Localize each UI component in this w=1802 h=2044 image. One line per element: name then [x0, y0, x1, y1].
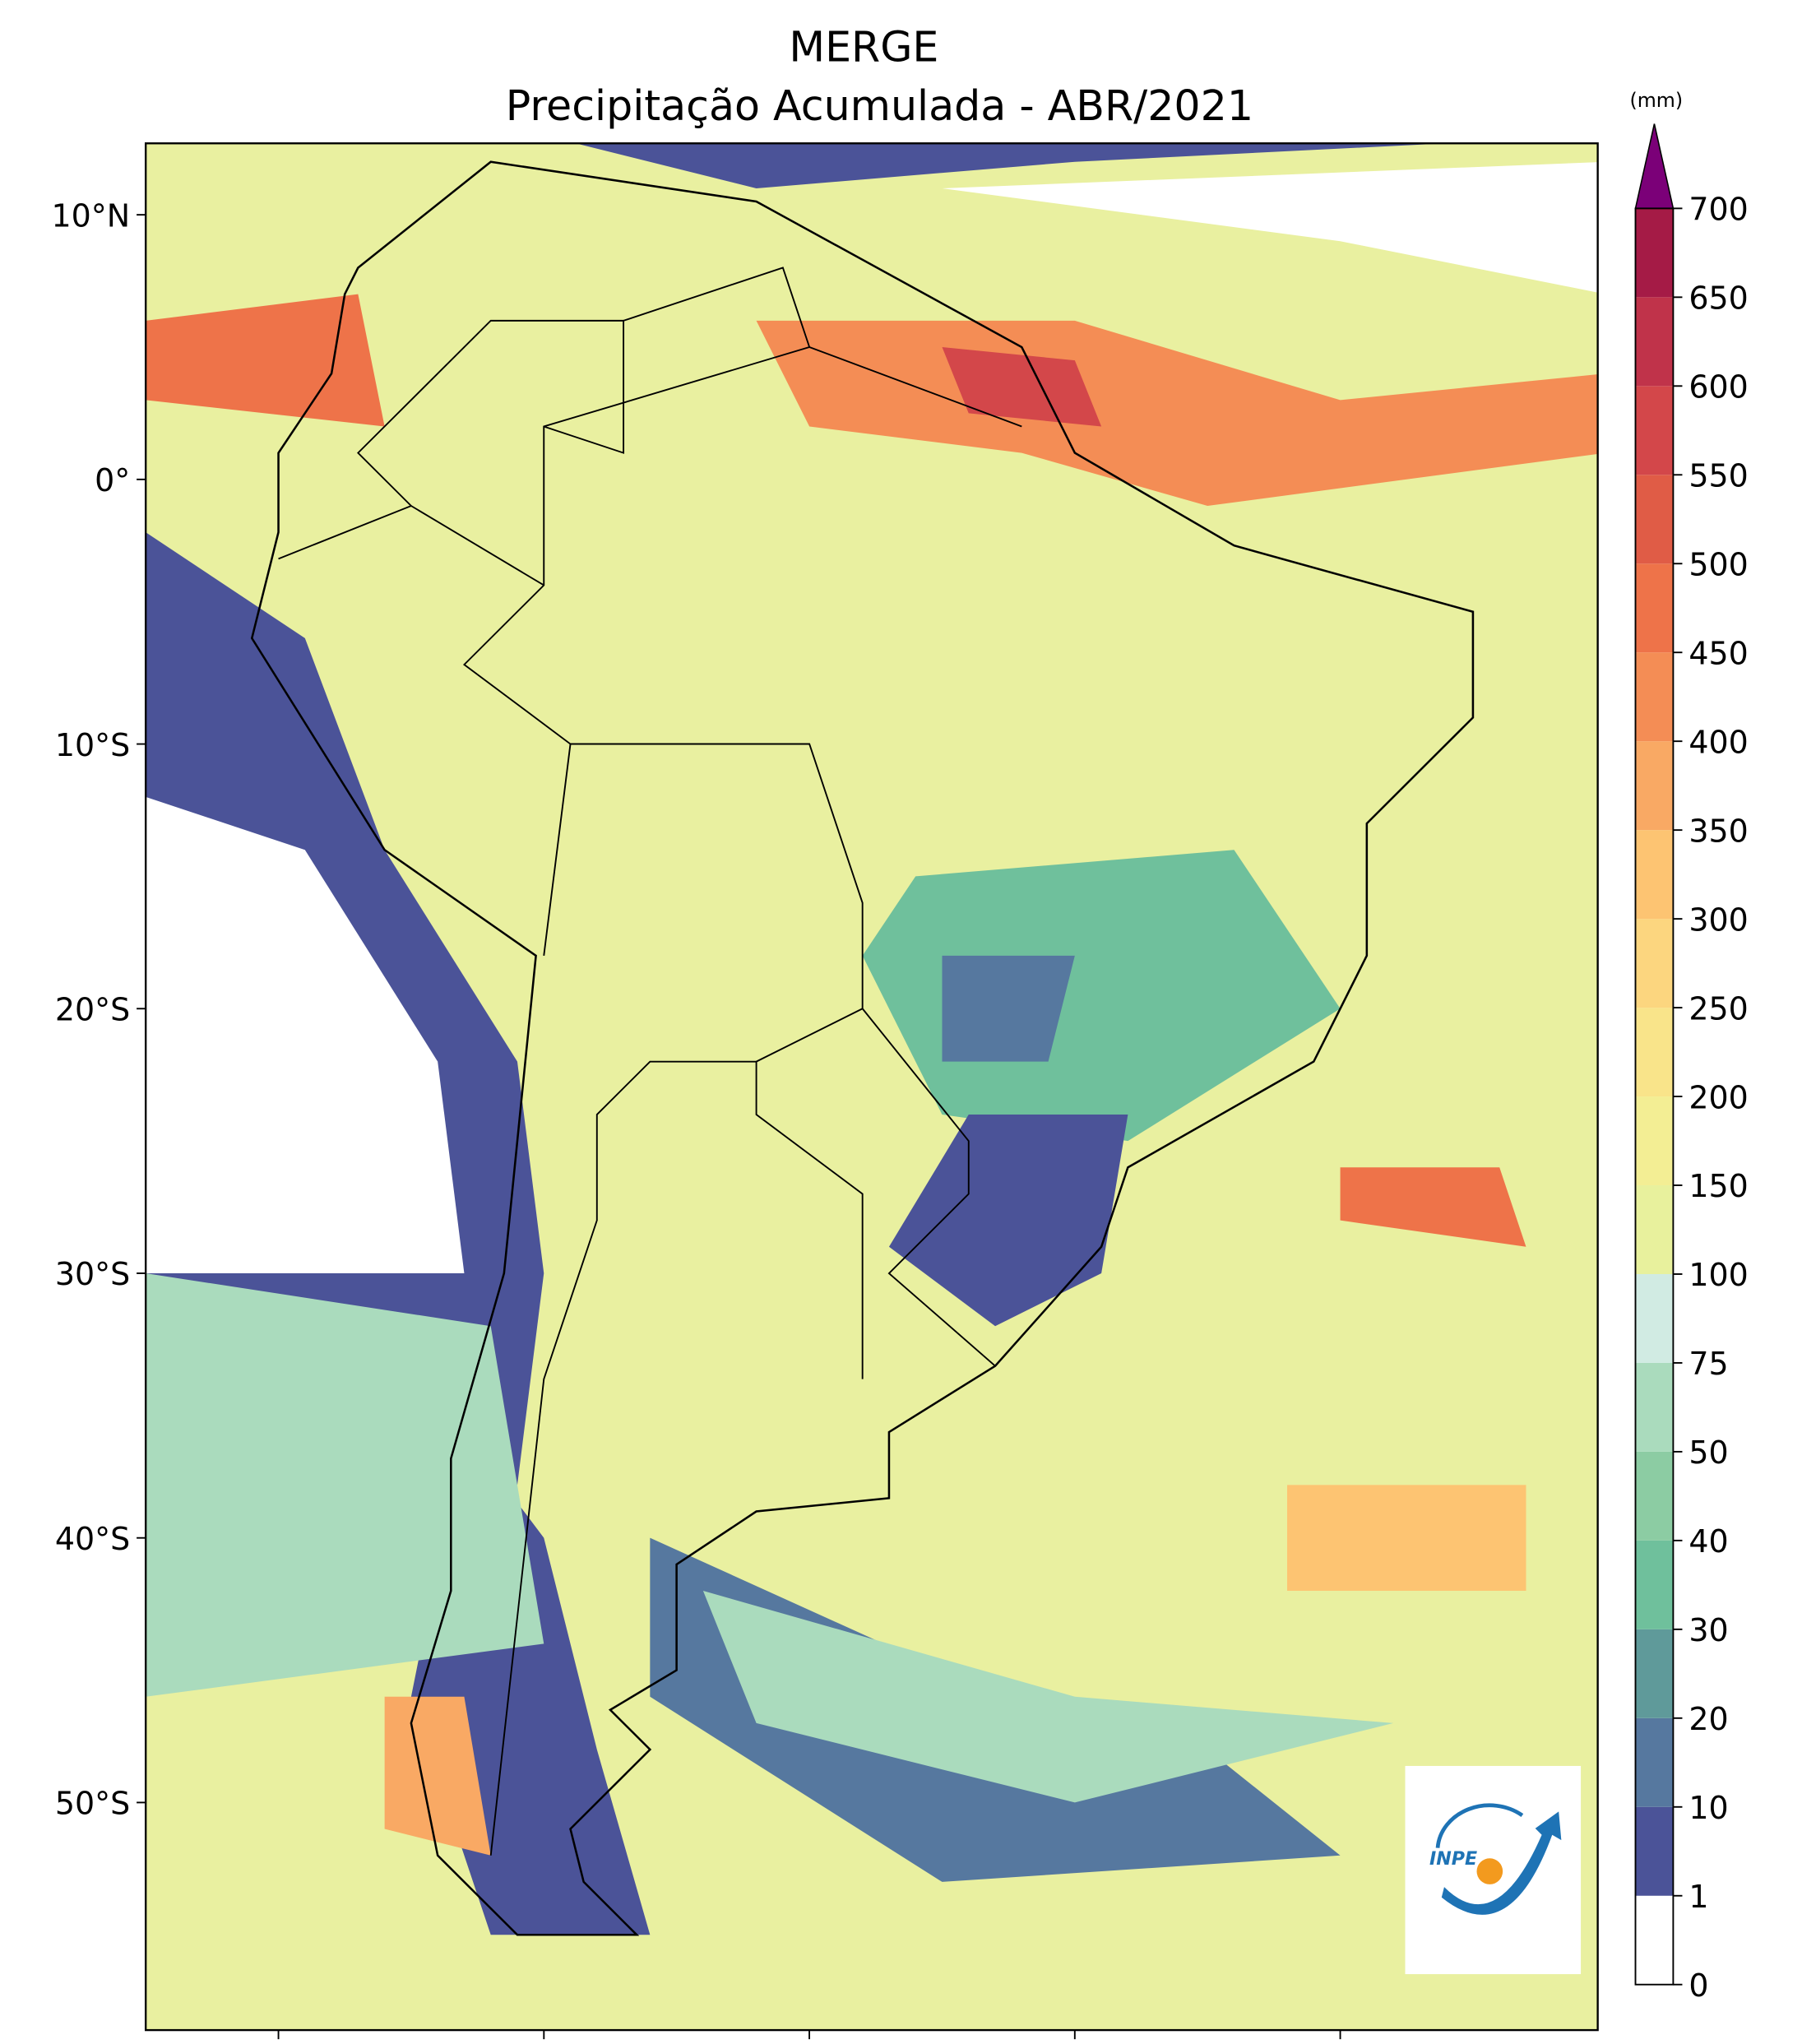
logo-text: INPE [1429, 1848, 1477, 1870]
colorbar-tick-label: 500 [1689, 546, 1748, 582]
y-tick-label: 50°S [55, 1786, 130, 1822]
border [357, 319, 625, 507]
logo-sun [1476, 1858, 1503, 1884]
colorbar-unit: (mm) [1629, 89, 1683, 112]
colorbar-segment [1635, 1185, 1674, 1274]
y-tick-label: 10°S [55, 727, 130, 763]
colorbar-segment [1635, 919, 1674, 1008]
colorbar-tick-label: 600 [1689, 369, 1748, 406]
logo-arrow [1441, 1811, 1562, 1915]
y-tick-label: 0° [95, 462, 130, 498]
precip-field [1340, 1167, 1526, 1247]
colorbar-tick-label: 550 [1689, 458, 1748, 494]
precip-field [862, 850, 1341, 1142]
colorbar-tick-label: 650 [1689, 280, 1748, 317]
precip-field [146, 1273, 544, 1697]
colorbar-tick-label: 20 [1689, 1701, 1728, 1737]
colorbar-segment [1635, 475, 1674, 564]
colorbar-tick-label: 100 [1689, 1257, 1748, 1293]
y-tick-label: 30°S [55, 1256, 130, 1292]
border [570, 743, 996, 1367]
colorbar-segment [1635, 652, 1674, 742]
colorbar-segment [1635, 563, 1674, 653]
colorbar-segment [1635, 1008, 1674, 1097]
colorbar-segment [1635, 1629, 1674, 1718]
y-tick-label: 10°N [52, 197, 131, 234]
precip-field [942, 162, 1598, 293]
colorbar-segment [1635, 1540, 1674, 1629]
colorbar-tick-label: 1 [1689, 1879, 1708, 1915]
precip-field [384, 1696, 491, 1856]
colorbar-tick-label: 50 [1689, 1435, 1728, 1471]
map-area [146, 143, 1598, 2031]
border [623, 267, 811, 348]
border [755, 1061, 864, 1379]
colorbar-segment [1635, 1806, 1674, 1896]
colorbar-tick-label: 40 [1689, 1523, 1728, 1560]
precip-field [942, 346, 1102, 427]
colorbar-segment [1635, 741, 1674, 831]
precip-field [702, 1591, 1394, 1803]
colorbar-tick-label: 200 [1689, 1079, 1748, 1115]
colorbar-segment [1635, 1895, 1674, 1985]
coastline [250, 160, 1475, 1936]
map-title: MERGE [789, 23, 938, 72]
precip-field [146, 796, 465, 1274]
colorbar-tick-label: 250 [1689, 990, 1748, 1027]
colorbar-tick-label: 0 [1689, 1968, 1708, 2004]
colorbar-tick-label: 350 [1689, 813, 1748, 849]
colorbar-tick-label: 150 [1689, 1168, 1748, 1204]
colorbar-tick-label: 75 [1689, 1346, 1728, 1382]
colorbar-segment [1635, 386, 1674, 475]
colorbar-tick-label: 700 [1689, 192, 1748, 228]
precip-field [146, 294, 385, 427]
precip-field [942, 955, 1075, 1062]
y-tick-label: 40°S [55, 1521, 130, 1557]
colorbar-segment [1635, 1096, 1674, 1186]
colorbar-segment [1635, 1717, 1674, 1807]
logo: INPE [1405, 1765, 1582, 1975]
precip-field [575, 143, 1447, 189]
colorbar-segment [1635, 1362, 1674, 1452]
logo-orbit [1435, 1803, 1524, 1848]
colorbar-segment [1635, 208, 1674, 298]
colorbar-tick-label: 30 [1689, 1612, 1728, 1648]
map-subtitle: Precipitação Acumulada - ABR/2021 [506, 81, 1253, 130]
colorbar-segment [1635, 1273, 1674, 1363]
precip-field [1287, 1485, 1526, 1592]
colorbar-extend [1634, 123, 1675, 210]
colorbar-tick-label: 10 [1689, 1790, 1728, 1826]
colorbar-segment [1635, 830, 1674, 920]
colorbar-tick-label: 450 [1689, 635, 1748, 671]
colorbar-segment [1635, 297, 1674, 387]
y-tick-label: 20°S [55, 992, 130, 1028]
precip-field [888, 1115, 1128, 1327]
map-frame [144, 142, 1599, 2032]
colorbar-tick-label: 300 [1689, 901, 1748, 938]
colorbar-segment [1635, 1451, 1674, 1541]
colorbar-tick-label: 400 [1689, 724, 1748, 760]
